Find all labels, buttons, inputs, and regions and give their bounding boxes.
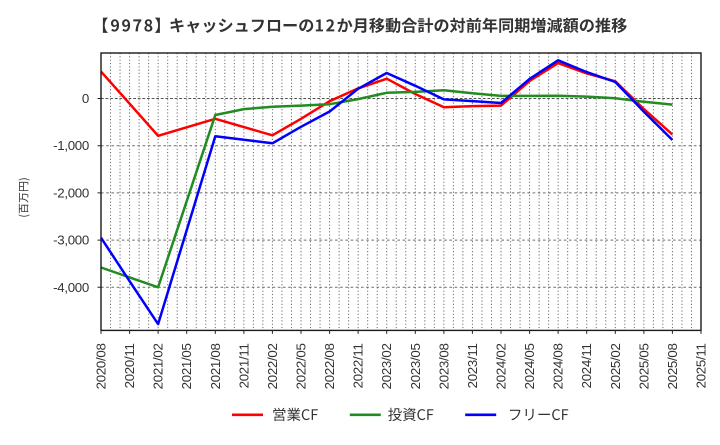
svg-text:2020/11: 2020/11	[122, 343, 137, 388]
svg-text:2024/02: 2024/02	[494, 343, 509, 389]
svg-text:0: 0	[82, 91, 89, 106]
svg-text:2023/02: 2023/02	[379, 343, 394, 389]
svg-text:2023/05: 2023/05	[408, 343, 423, 389]
svg-text:2025/11: 2025/11	[694, 343, 709, 388]
svg-text:2021/08: 2021/08	[208, 343, 223, 389]
svg-text:2022/05: 2022/05	[294, 343, 309, 389]
svg-text:-2,000: -2,000	[53, 185, 89, 200]
svg-text:-4,000: -4,000	[53, 280, 89, 295]
svg-text:2025/05: 2025/05	[636, 343, 651, 389]
svg-text:2024/11: 2024/11	[579, 343, 594, 388]
svg-text:2022/11: 2022/11	[351, 343, 366, 388]
svg-text:2025/08: 2025/08	[665, 343, 680, 389]
svg-text:2021/02: 2021/02	[151, 343, 166, 389]
svg-text:2025/02: 2025/02	[608, 343, 623, 389]
svg-text:-3,000: -3,000	[53, 233, 89, 248]
svg-text:-1,000: -1,000	[53, 138, 89, 153]
svg-text:2024/08: 2024/08	[551, 343, 566, 389]
svg-text:2023/08: 2023/08	[436, 343, 451, 389]
svg-text:2022/02: 2022/02	[265, 343, 280, 389]
svg-text:2021/11: 2021/11	[236, 343, 251, 388]
svg-text:2023/11: 2023/11	[465, 343, 480, 388]
svg-text:2022/08: 2022/08	[322, 343, 337, 389]
svg-text:2021/05: 2021/05	[179, 343, 194, 389]
svg-text:2020/08: 2020/08	[94, 343, 109, 389]
svg-text:2024/05: 2024/05	[522, 343, 537, 389]
